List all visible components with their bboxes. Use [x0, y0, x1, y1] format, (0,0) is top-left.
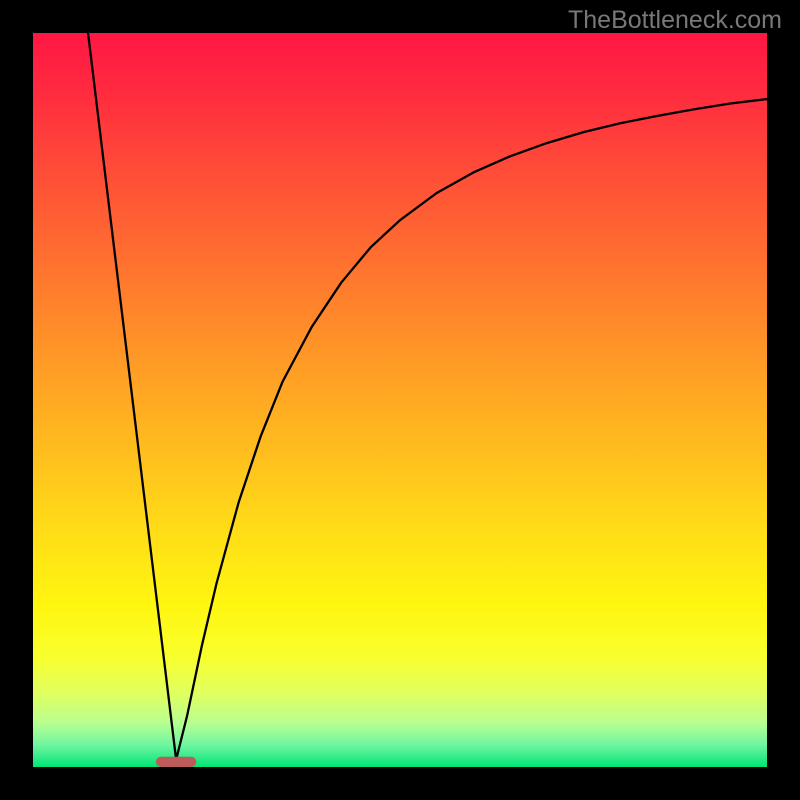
optimal-marker	[156, 757, 196, 767]
plot-background	[33, 33, 767, 767]
watermark-label: TheBottleneck.com	[568, 6, 782, 35]
chart-canvas	[0, 0, 800, 800]
bottleneck-chart: TheBottleneck.com	[0, 0, 800, 800]
